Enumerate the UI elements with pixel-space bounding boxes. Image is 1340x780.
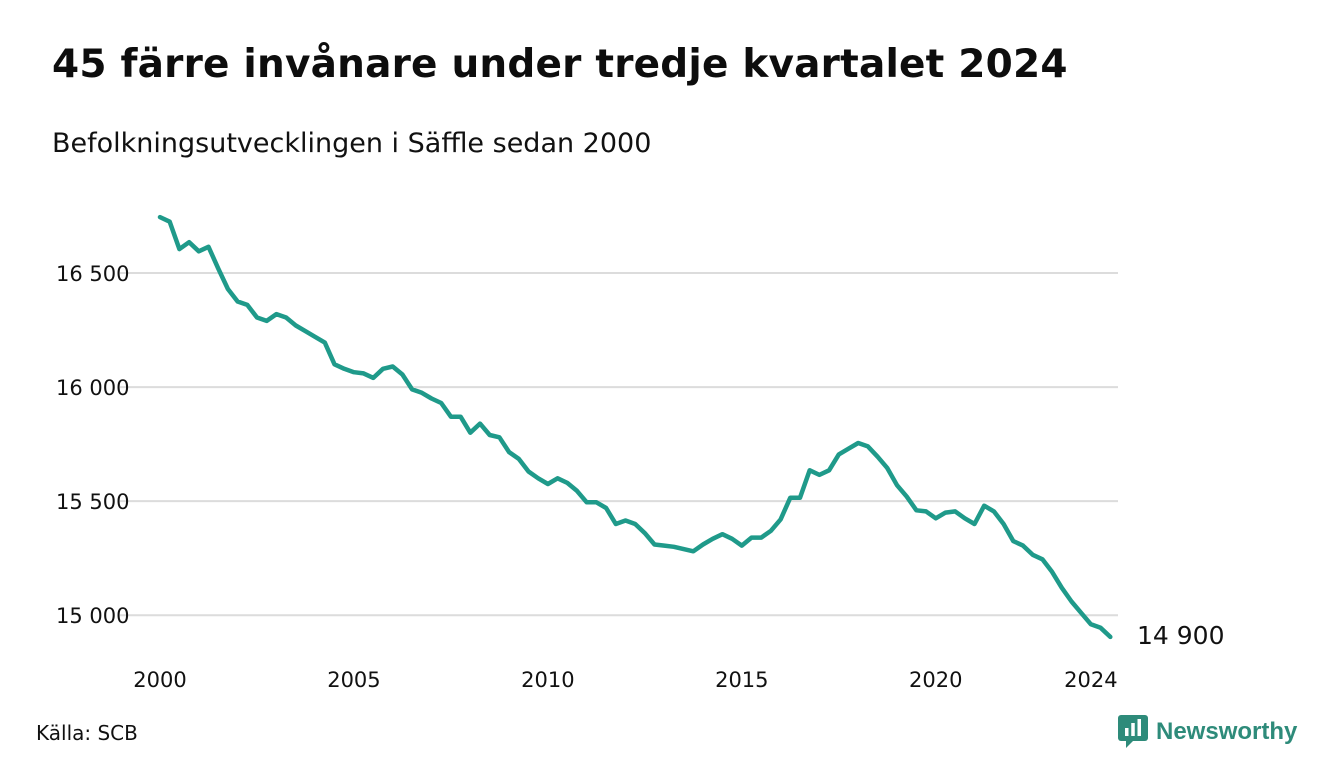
series-line	[157, 214, 1113, 640]
x-tick-label: 2015	[715, 668, 768, 692]
y-tick-label: 15 000	[56, 604, 129, 628]
chart-subtitle: Befolkningsutvecklingen i Säffle sedan 2…	[52, 128, 652, 159]
x-tick-label: 2005	[327, 668, 380, 692]
chart-title: 45 färre invånare under tredje kvartalet…	[52, 42, 1068, 87]
x-tick-label: 2000	[133, 668, 186, 692]
x-tick-label: 2010	[521, 668, 574, 692]
x-axis-tick-labels: 2000 2005 2010 2015 2020 2024	[133, 668, 1117, 692]
x-tick-label: 2020	[909, 668, 962, 692]
newsworthy-logo-icon	[1118, 715, 1148, 748]
end-value-label: 14 900	[1137, 621, 1224, 650]
y-axis-tick-labels: 15 000 15 500 16 000 16 500	[56, 262, 129, 628]
y-tick-label: 15 500	[56, 490, 129, 514]
brand-name: Newsworthy	[1156, 718, 1298, 745]
population-series	[157, 214, 1113, 640]
y-tick-label: 16 000	[56, 376, 129, 400]
source-note: Källa: SCB	[36, 721, 138, 745]
y-tick-label: 16 500	[56, 262, 129, 286]
gridlines	[120, 272, 1118, 617]
brand-logo[interactable]: Newsworthy	[1118, 714, 1297, 750]
x-tick-label: 2024	[1064, 668, 1117, 692]
